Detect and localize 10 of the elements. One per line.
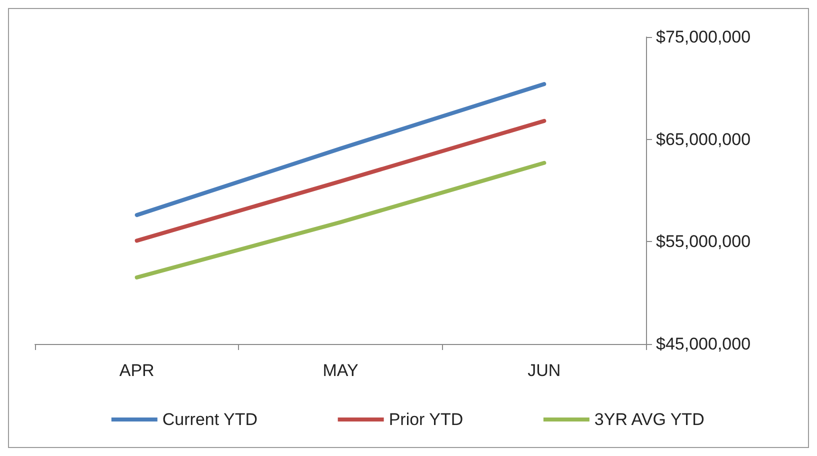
x-tick-label: MAY <box>322 361 358 380</box>
y-tick-label: $45,000,000 <box>656 334 751 354</box>
y-tick-label: $55,000,000 <box>656 232 751 252</box>
x-tick-label: APR <box>119 361 154 380</box>
legend-label: Prior YTD <box>388 410 464 429</box>
x-tick-label: JUN <box>528 361 561 380</box>
y-tick-label: $75,000,000 <box>656 28 751 46</box>
legend-label: 3YR AVG YTD <box>594 410 704 429</box>
y-tick-label: $65,000,000 <box>656 130 751 149</box>
legend-label: Current YTD <box>162 410 258 429</box>
